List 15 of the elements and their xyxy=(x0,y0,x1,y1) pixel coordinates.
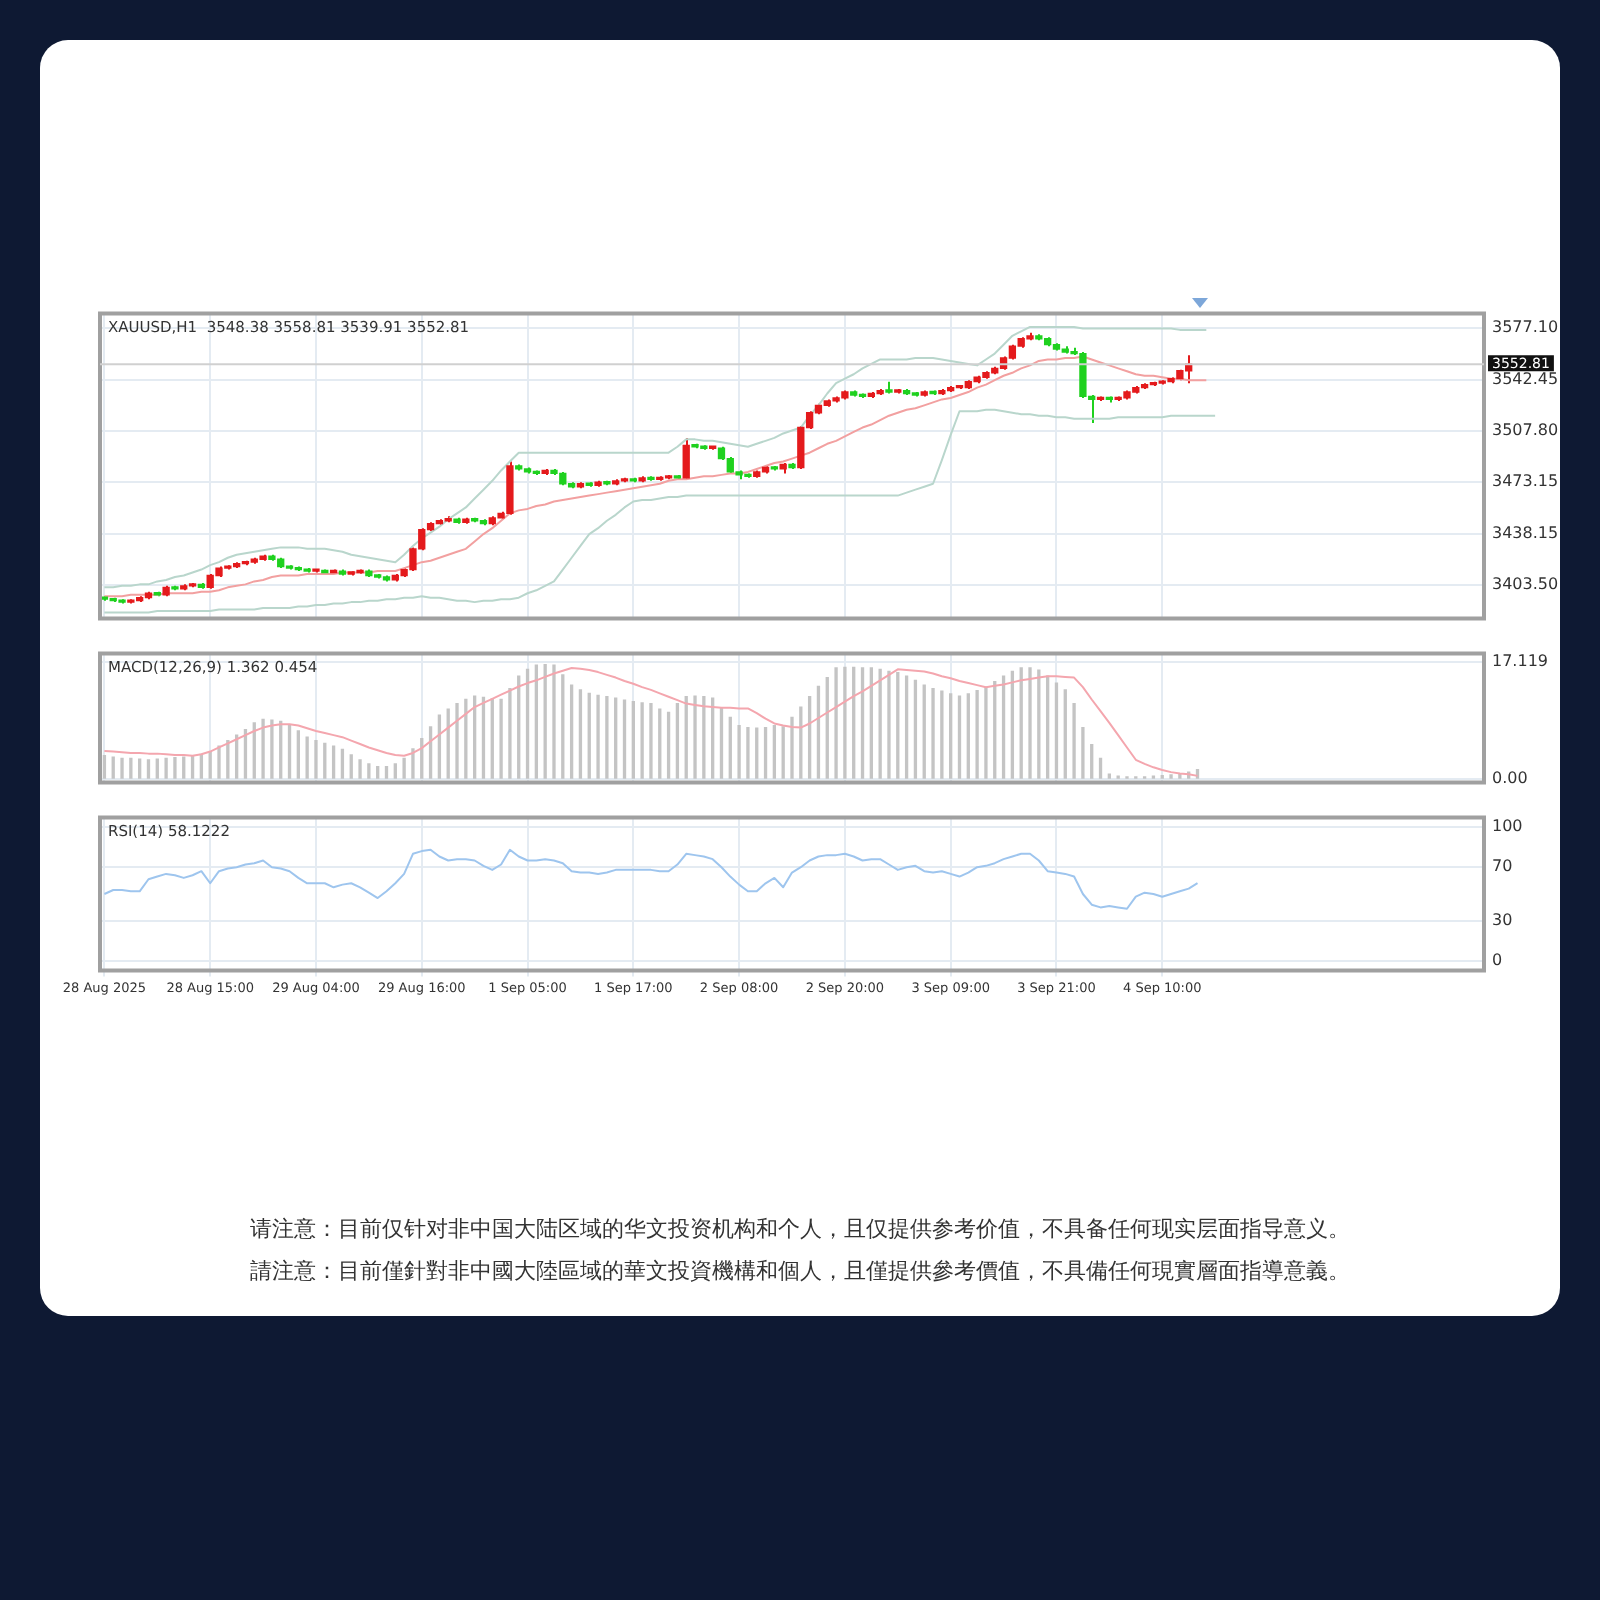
y-tick-label: 3507.80 xyxy=(1492,420,1559,439)
text: 请注意：目前仅针对非中国大陆区域的华文投资机构和个人，且仅提供参考价值，不具备任何现实层面指导意义。 xyxy=(248,1214,1352,1244)
candlestick xyxy=(682,436,690,481)
y-tick-label: 100 xyxy=(1492,817,1523,836)
y-tick-label: 0 xyxy=(1492,951,1503,970)
text: 請注意：目前僅針對非中國大陸區域的華文投資機構和個人，且僅提供參考價值，不具備任何現實層面指導意義。 xyxy=(248,1256,1352,1286)
y-tick-label: 70 xyxy=(1492,857,1513,876)
y-tick-label: 3473.15 xyxy=(1492,472,1559,491)
y-tick-label: 3438.15 xyxy=(1492,524,1559,542)
y-tick-label: 3403.50 xyxy=(1492,575,1559,594)
y-tick-label: 17.119 xyxy=(1492,651,1548,670)
y-tick-label: 0.00 xyxy=(1492,769,1528,788)
y-tick-label: 3577.10 xyxy=(1492,318,1559,337)
y-tick-label: 3542.45 xyxy=(1492,369,1559,388)
y-tick-label: 30 xyxy=(1492,910,1513,929)
